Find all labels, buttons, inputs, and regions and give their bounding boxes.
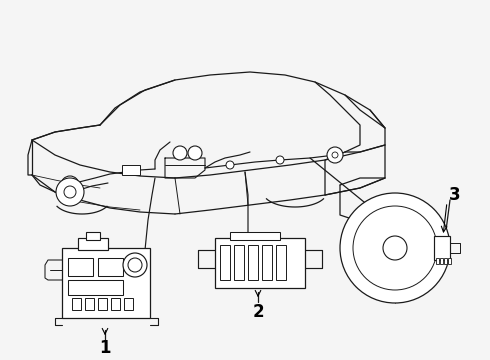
Bar [122,165,140,175]
Circle shape [188,146,202,160]
Circle shape [64,186,76,198]
Circle shape [56,178,84,206]
Text: 3: 3 [449,186,461,204]
Bar [215,238,305,288]
Circle shape [327,147,343,163]
Bar [72,298,81,310]
Circle shape [383,236,407,260]
Circle shape [332,152,338,158]
Circle shape [340,193,450,303]
Bar [440,258,443,264]
Bar [111,298,120,310]
Circle shape [173,146,187,160]
Bar [276,245,286,280]
Bar [248,245,258,280]
Bar [68,258,93,276]
Text: 1: 1 [99,339,111,357]
Bar [234,245,244,280]
Bar [434,236,450,260]
Text: 2: 2 [252,303,264,321]
Circle shape [128,258,142,272]
Bar [220,245,230,280]
Bar [78,238,108,250]
Bar [68,280,123,295]
Bar [98,298,107,310]
Circle shape [66,181,74,189]
Bar [230,232,280,240]
Circle shape [226,161,234,169]
Bar [62,248,150,318]
Circle shape [61,176,79,194]
Circle shape [123,253,147,277]
Bar [444,258,447,264]
Bar [85,298,94,310]
Circle shape [276,156,284,164]
Bar [436,258,439,264]
Bar [98,258,123,276]
Circle shape [353,206,437,290]
Bar [448,258,451,264]
Bar [86,232,100,240]
Bar [124,298,133,310]
Bar [262,245,272,280]
